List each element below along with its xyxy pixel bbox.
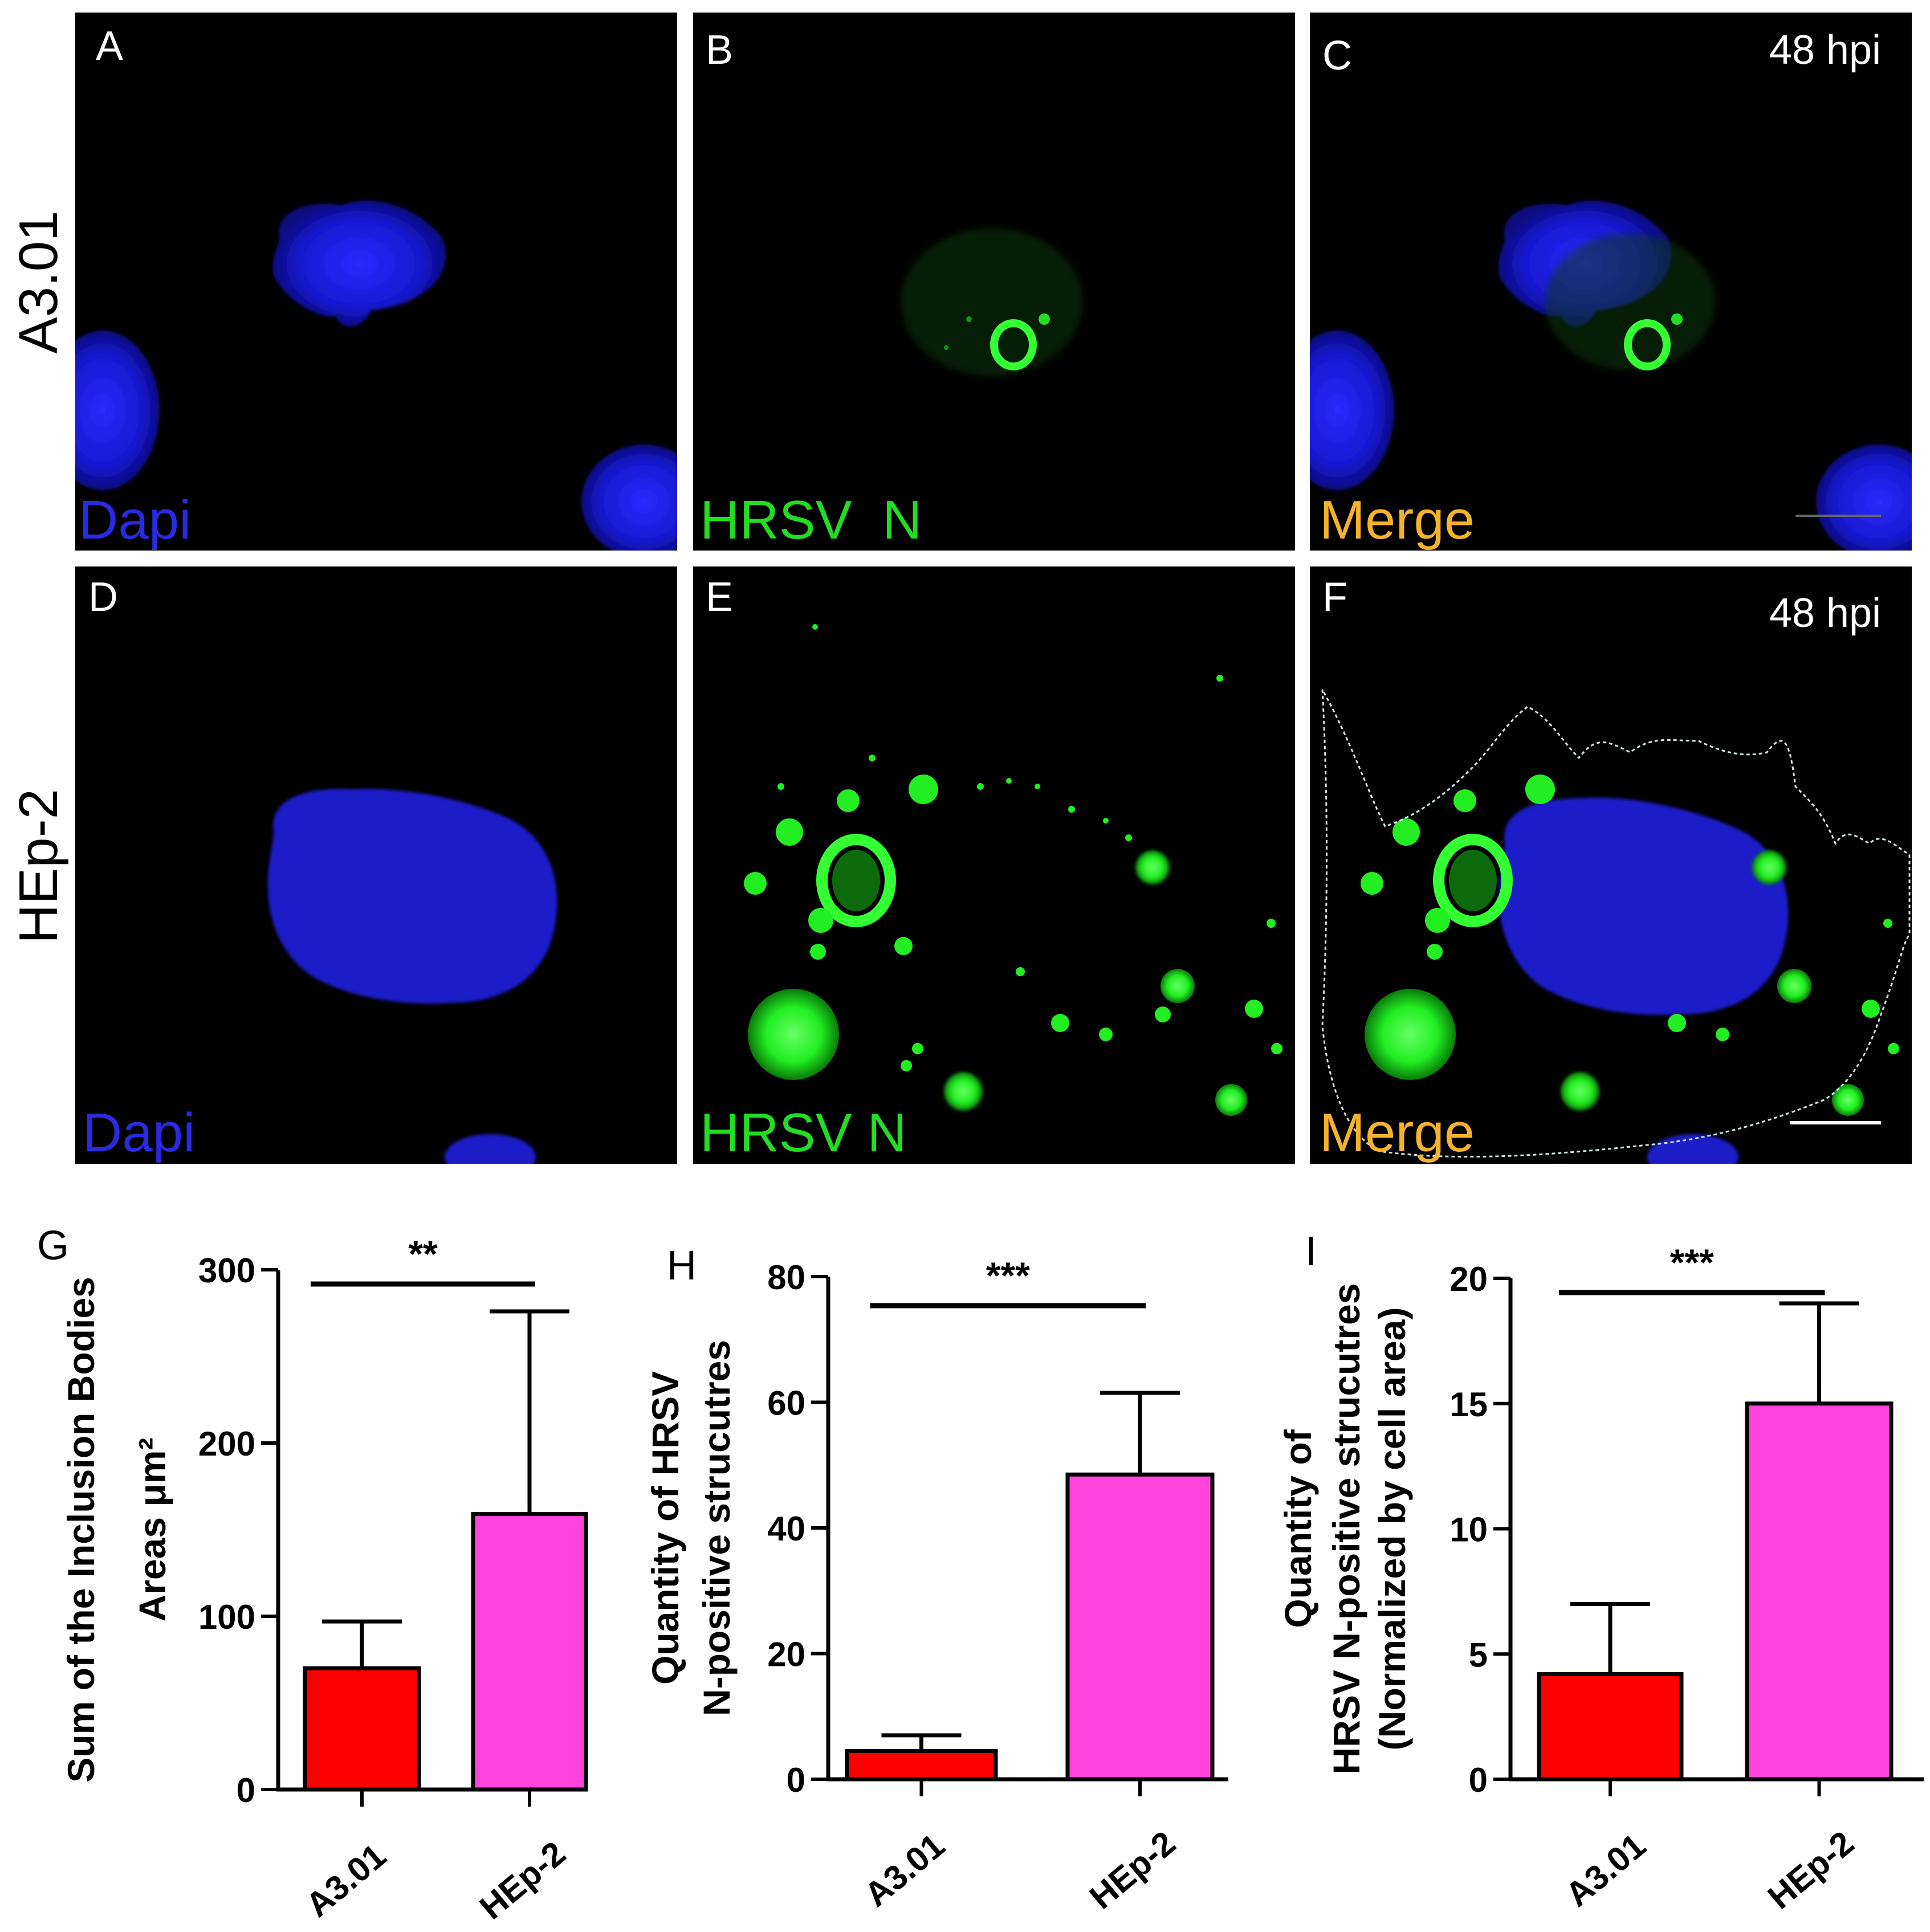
y-tick-label: 0 bbox=[237, 1771, 255, 1809]
micrograph-panel-f bbox=[1310, 566, 1912, 1164]
y-axis-label: Quantity of HRSV bbox=[644, 1371, 686, 1685]
micrograph-panel-a bbox=[75, 13, 677, 551]
panel-letter-b: B bbox=[706, 27, 733, 73]
y-tick-label: 200 bbox=[198, 1425, 255, 1463]
y-tick-label: 60 bbox=[767, 1384, 805, 1422]
channel-label-b: HRSV N bbox=[700, 490, 922, 551]
row-labels: A3.01 HEp-2 bbox=[8, 211, 69, 944]
panel-labels: A B C D E F 48 hpi 48 hpi bbox=[88, 23, 1881, 636]
channel-label-e: HRSV N bbox=[700, 1102, 907, 1163]
panel-letter-e: E bbox=[706, 574, 733, 620]
bar-hep-2 bbox=[1745, 1401, 1894, 1782]
panel-letter-c: C bbox=[1322, 33, 1352, 79]
time-label-c: 48 hpi bbox=[1769, 27, 1881, 73]
y-tick-label: 5 bbox=[1469, 1636, 1488, 1674]
micrograph-panel-c bbox=[1310, 13, 1912, 551]
panel-letter-d: D bbox=[88, 574, 118, 620]
bar-a3-01 bbox=[845, 1748, 998, 1782]
y-tick-label: 300 bbox=[198, 1252, 255, 1290]
y-axis-label: N-positive strucutres bbox=[695, 1340, 738, 1716]
x-tick-label: A3.01 bbox=[1558, 1826, 1653, 1914]
significance-label: ** bbox=[408, 1233, 438, 1275]
x-tick-label: HEp-2 bbox=[1082, 1824, 1183, 1917]
bar-a3-01 bbox=[303, 1666, 421, 1792]
micrograph-panel-d bbox=[75, 566, 677, 1164]
significance-label: *** bbox=[986, 1254, 1030, 1297]
chart-i: I Quantity of HRSV N-positive strucutres (N… bbox=[1277, 1229, 1924, 1917]
y-tick-label: 20 bbox=[767, 1636, 805, 1674]
y-axis-label: Areas μm² bbox=[131, 1438, 173, 1622]
row-label-a301: A3.01 bbox=[8, 211, 69, 354]
cell-outline bbox=[1321, 689, 1911, 1158]
y-axis-label: Quantity of bbox=[1277, 1429, 1319, 1628]
channel-label-c: Merge bbox=[1320, 490, 1475, 551]
y-tick-label: 40 bbox=[767, 1510, 805, 1548]
micrograph-panel-e bbox=[693, 566, 1295, 1164]
panel-letter-f: F bbox=[1322, 574, 1347, 620]
bar-charts: G Sum of the Inclusion Bodies Areas μm² 0 10… bbox=[37, 1223, 1924, 1927]
y-axis-label: Sum of the Inclusion Bodies bbox=[60, 1277, 102, 1782]
y-tick-label: 20 bbox=[1449, 1260, 1488, 1298]
bar-a3-01 bbox=[1537, 1672, 1684, 1782]
y-tick-label: 0 bbox=[1469, 1761, 1488, 1799]
y-axis-label: (Normalized by cell area) bbox=[1371, 1307, 1413, 1751]
channel-labels: Dapi HRSV N Merge Dapi HRSV N Merge bbox=[79, 490, 1475, 1163]
y-tick-label: 15 bbox=[1449, 1385, 1488, 1424]
chart-g: G Sum of the Inclusion Bodies Areas μm² 0 10… bbox=[37, 1223, 588, 1927]
y-tick-label: 0 bbox=[787, 1761, 805, 1799]
y-axis-label: HRSV N-positive strucutres bbox=[1325, 1283, 1367, 1775]
time-label-f: 48 hpi bbox=[1769, 590, 1881, 636]
panel-letter-a: A bbox=[96, 23, 123, 69]
x-tick-label: A3.01 bbox=[299, 1836, 393, 1924]
chart-panel-letter: H bbox=[667, 1243, 697, 1289]
micrograph-panel-b bbox=[693, 13, 1295, 551]
channel-label-f: Merge bbox=[1320, 1102, 1475, 1163]
bar-hep-2 bbox=[1065, 1472, 1215, 1782]
y-tick-label: 100 bbox=[198, 1598, 255, 1636]
bar-hep-2 bbox=[471, 1512, 588, 1792]
significance-label: *** bbox=[1670, 1241, 1714, 1283]
row-label-hep2: HEp-2 bbox=[8, 789, 69, 944]
y-tick-label: 80 bbox=[767, 1258, 805, 1297]
chart-h: H Quantity of HRSV N-positive strucutres 0 2… bbox=[644, 1243, 1228, 1917]
chart-panel-letter: G bbox=[37, 1223, 69, 1269]
channel-label-a: Dapi bbox=[79, 490, 191, 551]
channel-label-d: Dapi bbox=[83, 1102, 195, 1163]
x-tick-label: HEp-2 bbox=[1761, 1824, 1861, 1917]
y-tick-label: 10 bbox=[1449, 1511, 1488, 1549]
x-tick-label: A3.01 bbox=[857, 1826, 952, 1914]
x-tick-label: HEp-2 bbox=[473, 1834, 573, 1927]
chart-panel-letter: I bbox=[1305, 1229, 1317, 1274]
